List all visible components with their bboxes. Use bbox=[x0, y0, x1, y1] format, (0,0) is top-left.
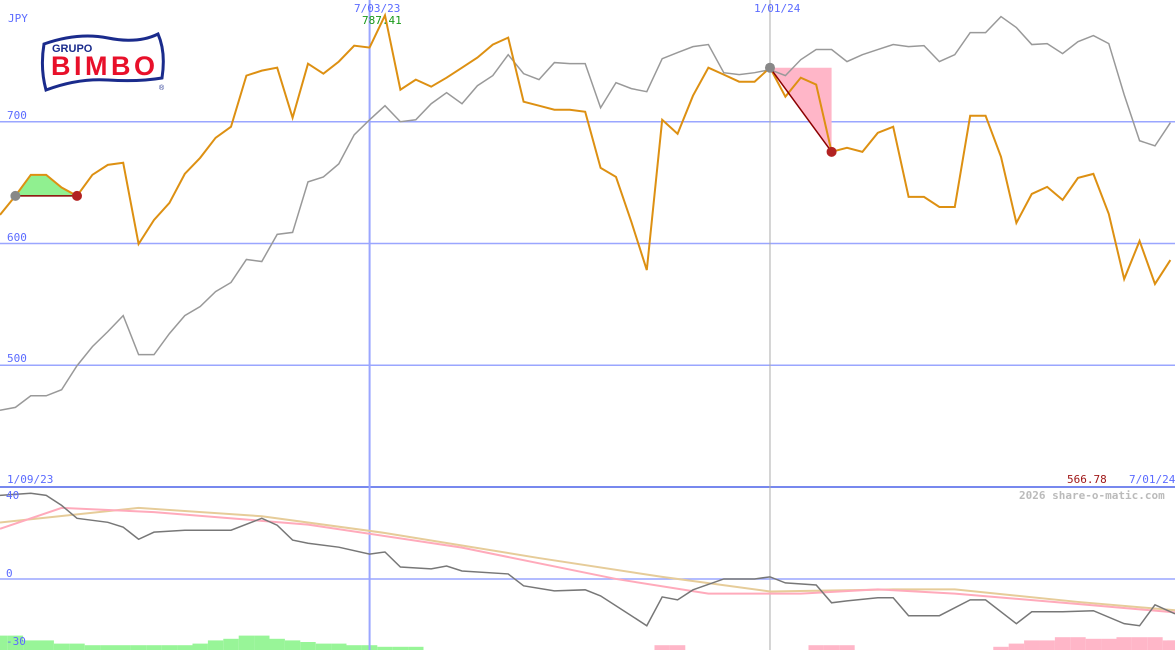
volume-bar-positive bbox=[84, 645, 101, 650]
currency-label: JPY bbox=[8, 12, 28, 25]
volume-bar-negative bbox=[823, 645, 840, 650]
watermark: 2026 share-o-matic.com bbox=[1019, 489, 1165, 502]
volume-bar-positive bbox=[23, 640, 39, 650]
trade-line bbox=[769, 67, 833, 153]
volume-bar-positive bbox=[38, 640, 54, 650]
y-tick-500: 500 bbox=[7, 352, 27, 365]
volume-bar-positive bbox=[7, 635, 24, 650]
volume-bar-negative bbox=[654, 645, 670, 650]
volume-bar-positive bbox=[0, 635, 8, 650]
trade-entry-dot bbox=[764, 62, 775, 73]
volume-bar-negative bbox=[1024, 640, 1040, 650]
volume-bar-positive bbox=[100, 645, 116, 650]
volume-bar-negative bbox=[808, 645, 824, 650]
trade-entry-dot bbox=[10, 190, 21, 201]
volume-bar-positive bbox=[53, 643, 70, 650]
volume-bar-positive bbox=[377, 646, 393, 650]
osc-tick-40: 40 bbox=[6, 489, 20, 502]
volume-bar-negative bbox=[1085, 638, 1102, 650]
y-tick-700: 700 bbox=[7, 109, 27, 122]
volume-bar-positive bbox=[238, 635, 255, 650]
trade-fill-gain bbox=[15, 174, 77, 196]
grupo-bimbo-logo: GRUPO BIMBO ® bbox=[38, 31, 168, 98]
volume-bar-negative bbox=[1008, 643, 1025, 650]
trade-exit-dot bbox=[826, 146, 837, 157]
x-marker-label-2: 1/01/24 bbox=[754, 2, 801, 15]
volume-bar-negative bbox=[1167, 640, 1175, 650]
osc-tick-minus30: -30 bbox=[6, 635, 26, 648]
price-line bbox=[0, 12, 1172, 287]
volume-bar-positive bbox=[254, 635, 270, 650]
volume-bar-positive bbox=[315, 643, 332, 650]
comparison-line bbox=[0, 15, 1172, 412]
high-value-label: 787.41 bbox=[362, 14, 402, 27]
y-tick-600: 600 bbox=[7, 231, 27, 244]
osc-tick-0: 0 bbox=[6, 567, 13, 580]
oscillator-line bbox=[0, 492, 1175, 627]
trade-exit-dot bbox=[71, 190, 82, 201]
volume-bar-negative bbox=[1070, 637, 1086, 650]
oscillator-line bbox=[0, 506, 1175, 612]
volume-bar-positive bbox=[346, 645, 362, 650]
oscillator-line bbox=[0, 506, 1175, 614]
volume-bar-positive bbox=[331, 643, 347, 650]
volume-bar-positive bbox=[207, 640, 224, 650]
svg-text:®: ® bbox=[159, 84, 165, 92]
volume-bar-positive bbox=[177, 645, 193, 650]
svg-text:GRUPO: GRUPO bbox=[52, 43, 93, 55]
svg-text:BIMBO: BIMBO bbox=[51, 51, 155, 81]
volume-bar-negative bbox=[839, 645, 855, 650]
volume-bar-negative bbox=[1101, 638, 1117, 650]
volume-bar-positive bbox=[161, 645, 178, 650]
x-marker-label-1: 7/03/23 bbox=[354, 2, 401, 15]
volume-bar-negative bbox=[993, 646, 1009, 650]
volume-bar-positive bbox=[408, 646, 424, 650]
volume-bar-positive bbox=[115, 645, 131, 650]
volume-bar-negative bbox=[1147, 637, 1163, 650]
volume-bar-negative bbox=[669, 645, 686, 650]
x-start-label: 1/09/23 bbox=[7, 473, 54, 486]
last-value-label: 566.78 bbox=[1067, 473, 1107, 486]
volume-bar-positive bbox=[146, 645, 162, 650]
volume-bar-positive bbox=[392, 646, 409, 650]
volume-bar-negative bbox=[1131, 637, 1148, 650]
volume-bar-negative bbox=[1054, 637, 1071, 650]
volume-bar-positive bbox=[69, 643, 85, 650]
volume-bar-positive bbox=[223, 638, 239, 650]
x-end-label: 7/01/24 bbox=[1129, 473, 1175, 486]
volume-bar-positive bbox=[269, 638, 285, 650]
volume-bar-positive bbox=[284, 640, 301, 650]
volume-bar-positive bbox=[192, 643, 208, 650]
volume-bar-negative bbox=[1039, 640, 1055, 650]
volume-bar-positive bbox=[300, 642, 316, 650]
volume-bar-negative bbox=[1116, 637, 1132, 650]
volume-bar-positive bbox=[130, 645, 147, 650]
